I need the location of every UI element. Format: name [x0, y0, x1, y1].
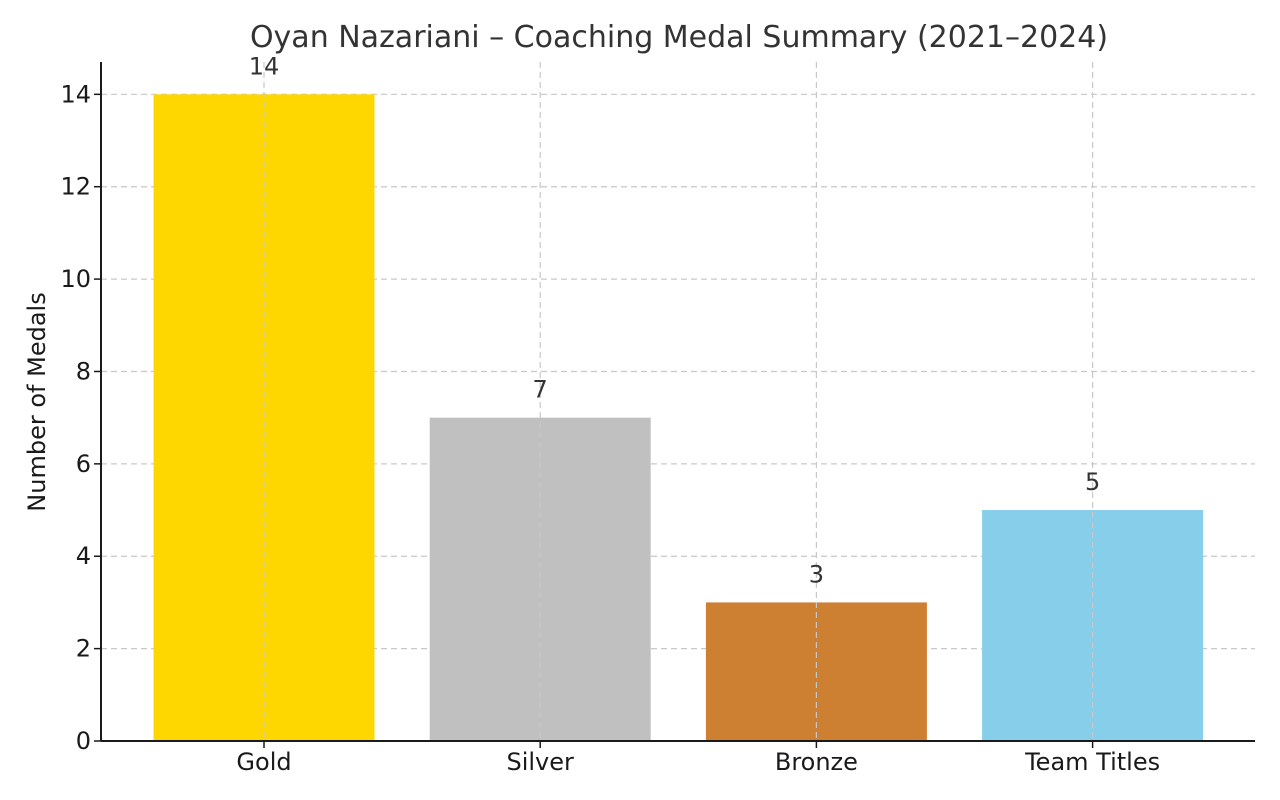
y-tick-label: 4: [76, 542, 91, 570]
y-tick-label: 10: [60, 265, 91, 293]
data-label: 3: [809, 560, 824, 588]
y-tick-label: 8: [76, 357, 91, 385]
axes: [94, 62, 1255, 748]
y-axis-label: Number of Medals: [23, 292, 51, 511]
data-label: 5: [1085, 468, 1100, 496]
y-tick-label: 0: [76, 727, 91, 755]
vertical-gridlines: [263, 62, 1094, 741]
x-tick-label: Team Titles: [1024, 748, 1160, 776]
y-tick-label: 14: [60, 80, 91, 108]
y-tick-label: 12: [60, 173, 91, 201]
y-tick-label: 6: [76, 450, 91, 478]
x-tick-label: Bronze: [775, 748, 858, 776]
chart-title: Oyan Nazariani – Coaching Medal Summary …: [250, 20, 1108, 55]
x-tick-label: Silver: [506, 748, 574, 776]
x-tick-label: Gold: [236, 748, 291, 776]
data-label: 14: [249, 52, 280, 80]
tick-and-data-labels: 0 2 4 6 8 10 12 14 Gold 14 Silver 7 Bronze 3 Team Titl…: [60, 52, 1160, 776]
y-tick-label: 2: [76, 635, 91, 663]
bars: [153, 94, 1204, 742]
data-label: 7: [533, 376, 548, 404]
